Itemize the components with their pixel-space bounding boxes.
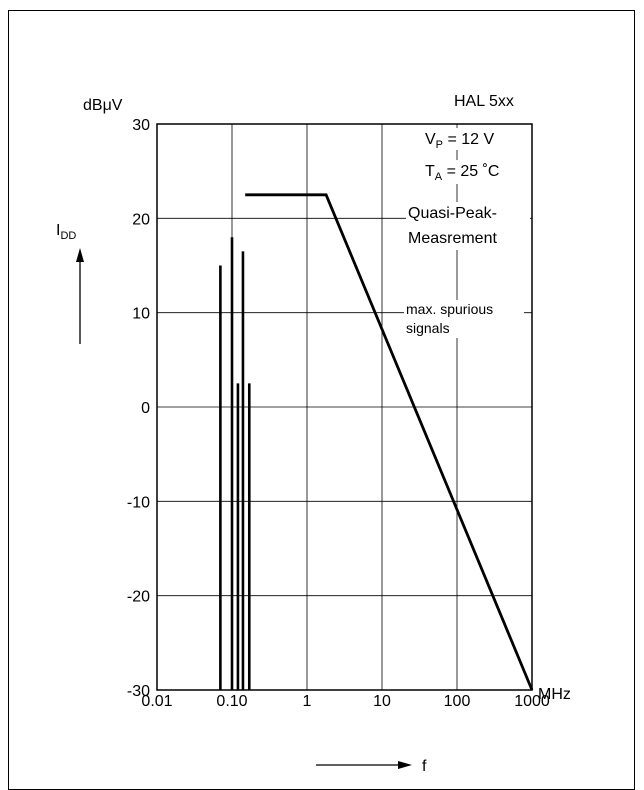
quasi-peak-label-line2: Measrement [408,230,497,247]
supply-voltage-label: VP = 12 V [425,131,494,151]
series-group [219,193,534,691]
y-axis-arrow-head [76,248,84,262]
x-unit-label: MHz [538,686,571,703]
quasi-peak-label-line1: Quasi-Peak- [408,205,497,222]
y-tick-label: 30 [132,117,150,134]
x-tick-label: 0.01 [141,693,172,710]
x-tick-label: 1000 [514,693,550,710]
spurious-label-line1: max. spurious [406,301,493,317]
x-tick-label: 10 [373,693,391,710]
quasi-peak-limit-line [245,193,534,691]
y-tick-label: 10 [132,306,150,323]
x-axis-symbol: f [422,758,427,774]
y-unit-label: dBμV [83,97,123,114]
x-tick-label: 0.10 [216,693,247,710]
y-tick-label: 20 [132,211,150,228]
y-tick-label: -20 [127,589,150,606]
y-tick-label: -10 [127,494,150,511]
x-axis-arrow-head [398,761,412,769]
y-tick-label: -30 [127,683,150,700]
x-tick-label: 1 [303,693,312,710]
x-tick-label: 100 [444,693,471,710]
y-tick-label: 0 [141,400,150,417]
device-label: HAL 5xx [454,93,514,110]
spurious-label-line2: signals [406,320,450,336]
plot-area [156,123,533,691]
y-axis-symbol: IDD [56,222,76,242]
ambient-temperature-label: TA = 25 ˚C [425,163,499,183]
